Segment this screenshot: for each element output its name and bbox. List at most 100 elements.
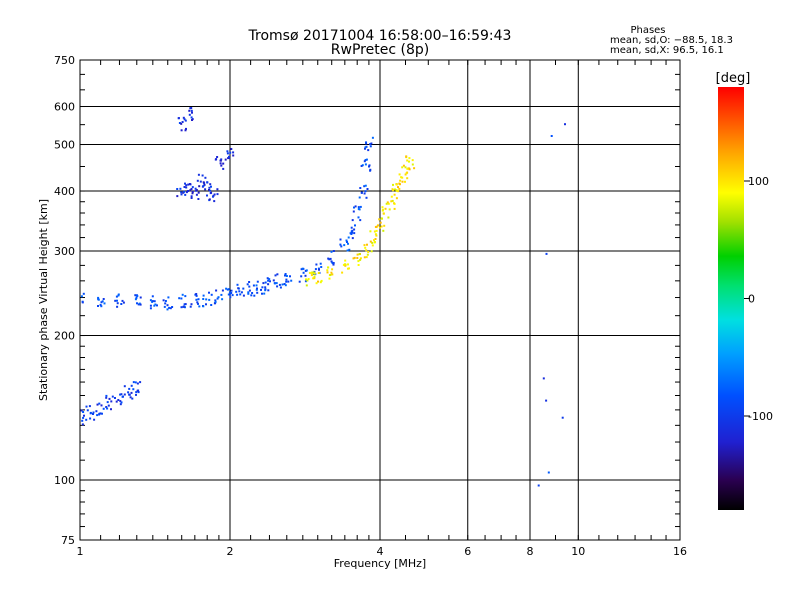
data-point [127, 391, 130, 394]
data-point [121, 299, 124, 302]
data-point [180, 306, 183, 309]
data-point [119, 393, 122, 396]
data-point [284, 273, 287, 275]
data-point [285, 278, 288, 281]
data-point [317, 272, 320, 274]
data-point [194, 187, 197, 190]
data-point [342, 263, 345, 266]
data-point [264, 281, 267, 284]
data-point [273, 282, 276, 285]
data-point [222, 167, 225, 170]
data-point [332, 250, 335, 252]
data-point [397, 186, 399, 189]
data-point [183, 118, 186, 121]
data-point [361, 164, 364, 167]
data-point [358, 196, 361, 199]
data-point [379, 226, 381, 229]
data-point [120, 393, 123, 396]
data-point [153, 300, 156, 303]
data-point [101, 300, 104, 303]
data-point [366, 253, 369, 256]
data-point [364, 184, 367, 187]
data-point [139, 296, 142, 299]
data-point [267, 283, 270, 286]
data-point [230, 289, 233, 292]
data-point [97, 298, 100, 301]
data-point [139, 381, 142, 384]
data-point [352, 257, 355, 260]
data-point [281, 283, 284, 286]
data-point [315, 282, 318, 285]
data-point [349, 232, 352, 235]
data-point [226, 152, 229, 155]
data-point [187, 190, 189, 192]
data-point [222, 162, 225, 165]
data-point [210, 304, 213, 306]
data-point [332, 262, 335, 264]
data-point [136, 302, 138, 305]
data-point [290, 279, 293, 282]
data-point [183, 303, 186, 306]
data-point [184, 295, 187, 298]
data-point [190, 188, 193, 190]
data-point [232, 151, 235, 154]
data-point [326, 271, 329, 274]
data-point [272, 279, 275, 282]
data-point [279, 286, 282, 289]
data-point [339, 238, 342, 241]
data-point [302, 271, 305, 274]
data-point [284, 274, 286, 277]
colorbar-tick-label: 100 [748, 175, 769, 188]
data-point [398, 187, 401, 190]
data-point [204, 176, 207, 179]
data-point [96, 403, 99, 406]
data-point [301, 267, 304, 270]
data-point [242, 287, 245, 290]
data-point [408, 160, 410, 163]
data-point [255, 284, 258, 287]
x-tick-label: 4 [377, 545, 384, 558]
data-point [164, 300, 167, 302]
data-point [363, 160, 366, 163]
phases-line-o: mean, sd,O: −88.5, 18.3 [610, 35, 733, 46]
data-point [228, 155, 230, 158]
data-point [190, 197, 193, 199]
data-point [315, 263, 318, 266]
data-point [115, 295, 118, 298]
data-point [264, 288, 267, 291]
data-point [339, 243, 342, 246]
data-point [100, 301, 103, 304]
data-point [181, 121, 184, 123]
data-point [327, 266, 330, 269]
data-point [86, 409, 89, 412]
data-point [213, 193, 216, 196]
data-point [88, 405, 91, 408]
data-point [251, 292, 254, 294]
data-point [300, 275, 303, 278]
data-point [228, 293, 231, 296]
data-point [202, 185, 205, 187]
data-point [197, 302, 199, 305]
data-point [178, 122, 181, 124]
data-point [375, 234, 378, 237]
data-point [250, 294, 253, 297]
data-point [80, 409, 83, 412]
data-point [313, 277, 316, 280]
data-point [387, 202, 390, 205]
data-point [190, 195, 193, 198]
data-point [195, 193, 198, 196]
colorbar-tick-label: 0 [748, 293, 755, 306]
data-point [397, 190, 400, 193]
phases-title: Phases [630, 25, 665, 36]
data-point [380, 225, 383, 228]
data-point [191, 190, 194, 193]
data-point [330, 250, 333, 253]
data-point [136, 389, 139, 392]
data-point [242, 294, 245, 297]
data-point [135, 391, 138, 394]
data-point [385, 202, 388, 205]
x-tick-label: 6 [464, 545, 471, 558]
data-point [305, 278, 307, 281]
data-point [163, 305, 166, 308]
data-point [119, 400, 122, 403]
